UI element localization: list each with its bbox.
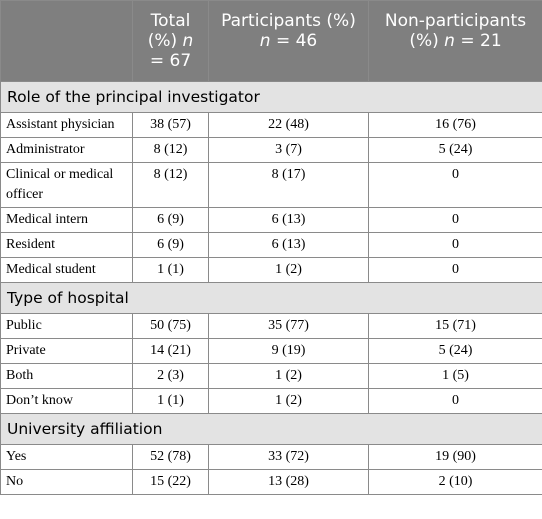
data-row: No 15 (22) 13 (28) 2 (10): [0, 469, 542, 495]
value-cell: 6 (9): [132, 207, 209, 233]
value-cell: 22 (48): [208, 112, 369, 138]
row-label: No: [0, 469, 133, 495]
value-cell: 16 (76): [368, 112, 542, 138]
header-cell: Participants (%) n = 46: [208, 0, 369, 82]
value-cell: 1 (2): [208, 363, 369, 389]
header-count: = 46: [275, 31, 318, 51]
value-cell: 50 (75): [132, 313, 209, 339]
data-row: Medical student 1 (1) 1 (2) 0: [0, 257, 542, 283]
header-n: n: [444, 31, 455, 51]
value-cell: 3 (7): [208, 137, 369, 163]
value-cell: 1 (5): [368, 363, 542, 389]
value-cell: 1 (1): [132, 257, 209, 283]
value-cell: 2 (10): [368, 469, 542, 495]
value-cell: 0: [368, 232, 542, 258]
row-label: Yes: [0, 444, 133, 470]
row-label: Medical student: [0, 257, 133, 283]
value-cell: 19 (90): [368, 444, 542, 470]
data-row: Resident 6 (9) 6 (13) 0: [0, 232, 542, 258]
value-cell: 8 (12): [132, 137, 209, 163]
row-label: Public: [0, 313, 133, 339]
value-cell: 6 (13): [208, 207, 369, 233]
data-row: Public 50 (75) 35 (77) 15 (71): [0, 313, 542, 339]
data-row: Don’t know 1 (1) 1 (2) 0: [0, 388, 542, 414]
row-label: Both: [0, 363, 133, 389]
row-label: Assistant physician: [0, 112, 133, 138]
section-title: Type of hospital: [0, 282, 542, 314]
header-count: = 67: [149, 51, 192, 71]
data-row: Private 14 (21) 9 (19) 5 (24): [0, 338, 542, 364]
header-label: Participants (%): [221, 11, 356, 31]
data-row: Administrator 8 (12) 3 (7) 5 (24): [0, 137, 542, 163]
data-table: Total (%) n = 67 Participants (%) n = 46 N…: [0, 0, 542, 495]
data-row: Clinical or medical officer 8 (12) 8 (17) 0: [0, 162, 542, 208]
data-row: Medical intern 6 (9) 6 (13) 0: [0, 207, 542, 233]
row-label: Medical intern: [0, 207, 133, 233]
header-n: n: [182, 31, 194, 51]
row-label: Resident: [0, 232, 133, 258]
value-cell: 1 (2): [208, 257, 369, 283]
header-cell: [0, 0, 133, 82]
header-cell: Total (%) n = 67: [132, 0, 209, 82]
value-cell: 1 (1): [132, 388, 209, 414]
row-label: Private: [0, 338, 133, 364]
value-cell: 33 (72): [208, 444, 369, 470]
data-row: Both 2 (3) 1 (2) 1 (5): [0, 363, 542, 389]
value-cell: 8 (17): [208, 162, 369, 208]
section-row: Role of the principal investigator: [0, 81, 542, 113]
value-cell: 35 (77): [208, 313, 369, 339]
value-cell: 38 (57): [132, 112, 209, 138]
value-cell: 2 (3): [132, 363, 209, 389]
value-cell: 13 (28): [208, 469, 369, 495]
value-cell: 0: [368, 162, 542, 208]
value-cell: 52 (78): [132, 444, 209, 470]
section-title: Role of the principal investigator: [0, 81, 542, 113]
value-cell: 14 (21): [132, 338, 209, 364]
value-cell: 15 (22): [132, 469, 209, 495]
value-cell: 0: [368, 388, 542, 414]
value-cell: 6 (9): [132, 232, 209, 258]
data-row: Assistant physician 38 (57) 22 (48) 16 (76): [0, 112, 542, 138]
header-label: Total (%): [147, 11, 191, 51]
row-label: Don’t know: [0, 388, 133, 414]
value-cell: 5 (24): [368, 338, 542, 364]
value-cell: 15 (71): [368, 313, 542, 339]
section-title: University affiliation: [0, 413, 542, 445]
value-cell: 1 (2): [208, 388, 369, 414]
value-cell: 5 (24): [368, 137, 542, 163]
section-row: University affiliation: [0, 413, 542, 445]
header-row: Total (%) n = 67 Participants (%) n = 46 N…: [0, 0, 542, 82]
section-row: Type of hospital: [0, 282, 542, 314]
value-cell: 0: [368, 207, 542, 233]
data-row: Yes 52 (78) 33 (72) 19 (90): [0, 444, 542, 470]
value-cell: 8 (12): [132, 162, 209, 208]
header-count: = 21: [460, 31, 502, 51]
row-label: Clinical or medical officer: [0, 162, 133, 208]
value-cell: 6 (13): [208, 232, 369, 258]
row-label: Administrator: [0, 137, 133, 163]
header-n: n: [259, 31, 271, 51]
header-cell: Non-participants (%) n = 21: [368, 0, 542, 82]
value-cell: 9 (19): [208, 338, 369, 364]
header-label: Non-participants (%): [384, 11, 527, 51]
value-cell: 0: [368, 257, 542, 283]
